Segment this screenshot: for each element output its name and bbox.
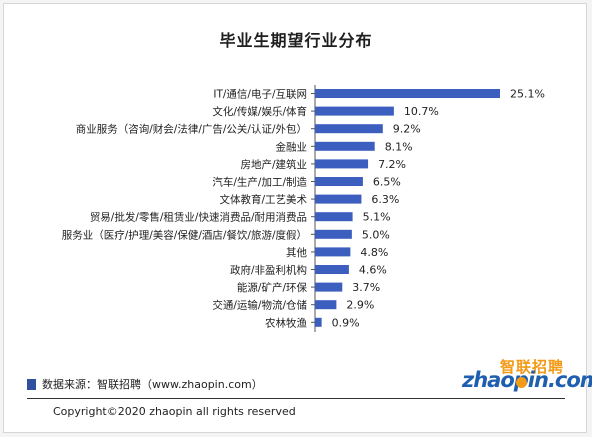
bar (315, 229, 352, 239)
value-label: 4.8% (360, 246, 388, 259)
bar (315, 247, 351, 257)
source-label: 数据来源：智联招聘（www.zhaopin.com） (42, 378, 263, 391)
value-label: 4.6% (359, 264, 387, 277)
bar (315, 106, 394, 116)
logo-dot-icon (516, 377, 527, 388)
value-label: 5.1% (363, 211, 391, 224)
bar (315, 89, 500, 98)
chart-title: 毕业生期望行业分布 (219, 31, 373, 50)
bar (315, 177, 363, 186)
value-label: 10.7% (404, 105, 439, 118)
value-label: 2.9% (346, 299, 374, 312)
bar (315, 317, 322, 327)
category-label: 其他 (286, 246, 307, 259)
category-label: 能源/矿产/环保 (237, 281, 308, 294)
bar (315, 159, 369, 169)
category-label: 文体教育/工艺美术 (219, 193, 307, 206)
logo-text-en: zhaopin.com (462, 368, 592, 392)
value-label: 8.1% (385, 140, 413, 153)
value-label: 6.5% (373, 176, 401, 189)
bar (315, 212, 353, 222)
category-label: 交通/运输/物流/仓储 (212, 299, 307, 312)
category-label: 政府/非盈利机构 (230, 264, 307, 277)
bar (315, 300, 337, 310)
category-label: 服务业（医疗/护理/美容/保健/酒店/餐饮/旅游/度假） (62, 228, 307, 241)
copyright-text: Copyright©2020 zhaopin all rights reserv… (53, 405, 296, 418)
value-label: 0.9% (332, 316, 360, 329)
logo-text-cn: 智联招聘 (500, 358, 565, 376)
bar (315, 265, 349, 274)
category-label: 农林牧渔 (265, 316, 307, 329)
chart-card (3, 3, 587, 433)
value-label: 25.1% (510, 88, 545, 101)
category-label: 商业服务（咨询/财会/法律/广告/公关/认证/外包） (76, 123, 307, 136)
category-label: IT/通信/电子/互联网 (213, 88, 307, 101)
footer-divider (27, 398, 565, 399)
source-marker (27, 379, 36, 390)
category-label: 房地产/建筑业 (240, 158, 307, 171)
value-label: 6.3% (371, 193, 399, 206)
bar (315, 124, 383, 134)
value-label: 9.2% (393, 123, 421, 136)
category-label: 文化/传媒/娱乐/体育 (212, 105, 307, 118)
value-label: 5.0% (362, 228, 390, 241)
bar (315, 282, 343, 292)
category-label: 贸易/批发/零售/租赁业/快速消费品/耐用消费品 (90, 211, 307, 224)
value-label: 7.2% (378, 158, 406, 171)
value-label: 3.7% (352, 281, 380, 294)
category-label: 汽车/生产/加工/制造 (212, 176, 307, 189)
bar (315, 141, 375, 151)
bar (315, 194, 362, 204)
zhaopin-logo: 智联招聘 zhaopin.com (462, 356, 592, 394)
category-label: 金融业 (276, 140, 308, 153)
